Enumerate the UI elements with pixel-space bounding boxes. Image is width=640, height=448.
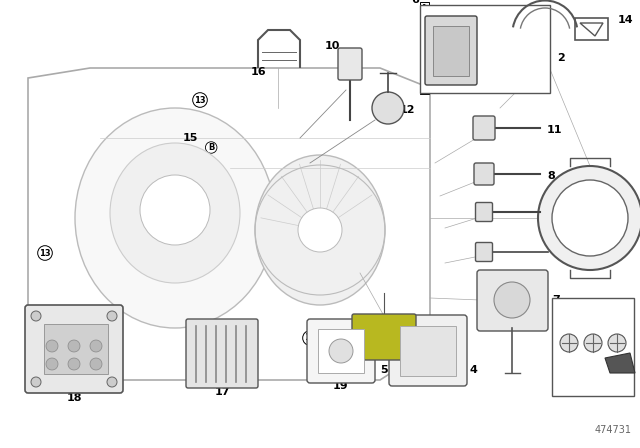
Text: 18: 18	[67, 393, 82, 403]
Text: 1: 1	[616, 211, 624, 221]
Text: 5: 5	[380, 365, 388, 375]
Text: B: B	[208, 143, 214, 152]
Ellipse shape	[110, 143, 240, 283]
Text: 15: 15	[182, 133, 198, 143]
Circle shape	[608, 334, 626, 352]
FancyBboxPatch shape	[338, 48, 362, 80]
Text: 19: 19	[332, 381, 348, 391]
FancyBboxPatch shape	[352, 314, 416, 360]
Circle shape	[68, 358, 80, 370]
Circle shape	[31, 311, 41, 321]
Text: 6: 6	[411, 0, 419, 5]
Bar	[44, 324, 108, 374]
Text: 10: 10	[324, 41, 340, 51]
Text: 4: 4	[470, 365, 478, 375]
Bar	[318, 329, 364, 373]
Circle shape	[46, 358, 58, 370]
Text: 14: 14	[618, 15, 634, 25]
Text: 7: 7	[552, 295, 560, 305]
Bar	[433, 26, 469, 76]
FancyBboxPatch shape	[389, 315, 467, 386]
Circle shape	[46, 340, 58, 352]
Bar	[552, 298, 634, 396]
Circle shape	[68, 340, 80, 352]
Text: B: B	[590, 315, 596, 324]
Text: 3: 3	[547, 209, 555, 219]
Text: 17: 17	[214, 387, 230, 397]
Circle shape	[31, 377, 41, 387]
Circle shape	[560, 334, 578, 352]
FancyBboxPatch shape	[473, 116, 495, 140]
Text: A: A	[420, 83, 428, 92]
Circle shape	[140, 175, 210, 245]
Circle shape	[494, 282, 530, 318]
Ellipse shape	[75, 108, 275, 328]
Text: 9: 9	[554, 249, 562, 259]
Text: 8: 8	[547, 171, 555, 181]
Circle shape	[372, 92, 404, 124]
Circle shape	[90, 358, 102, 370]
FancyBboxPatch shape	[476, 202, 493, 221]
Circle shape	[329, 339, 353, 363]
Text: 2: 2	[557, 53, 564, 63]
FancyBboxPatch shape	[307, 319, 375, 383]
Circle shape	[90, 340, 102, 352]
Text: 13: 13	[194, 95, 206, 104]
Circle shape	[107, 377, 117, 387]
Polygon shape	[28, 68, 430, 380]
Circle shape	[584, 334, 602, 352]
Text: A: A	[614, 315, 620, 324]
Circle shape	[107, 311, 117, 321]
Bar	[420, 5, 550, 93]
Bar	[400, 326, 456, 376]
Text: C: C	[192, 151, 198, 160]
FancyBboxPatch shape	[25, 305, 123, 393]
Circle shape	[298, 208, 342, 252]
FancyBboxPatch shape	[476, 242, 493, 262]
Circle shape	[552, 180, 628, 256]
Text: C: C	[566, 315, 572, 324]
Text: 11: 11	[547, 125, 563, 135]
Text: A: A	[420, 4, 428, 13]
FancyBboxPatch shape	[425, 16, 477, 85]
Text: 13: 13	[556, 299, 572, 309]
Text: 12: 12	[400, 105, 415, 115]
FancyBboxPatch shape	[477, 270, 548, 331]
Circle shape	[538, 166, 640, 270]
Text: 474731: 474731	[595, 425, 632, 435]
Text: 16: 16	[250, 67, 266, 77]
FancyBboxPatch shape	[474, 163, 494, 185]
FancyBboxPatch shape	[186, 319, 258, 388]
Ellipse shape	[255, 155, 385, 305]
Text: 13: 13	[39, 249, 51, 258]
Polygon shape	[605, 353, 635, 373]
Text: A: A	[487, 273, 493, 282]
Text: 13: 13	[304, 333, 316, 343]
